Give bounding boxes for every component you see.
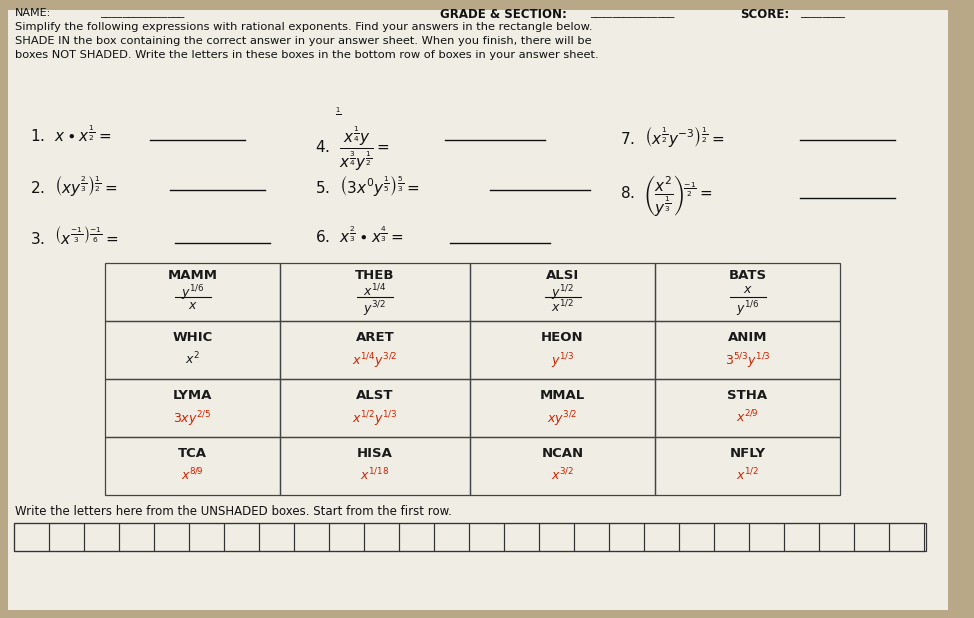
Text: THEB: THEB [356,269,394,282]
Text: MMAL: MMAL [540,389,585,402]
Bar [84,523,119,551]
Text: $x^{1/18}$: $x^{1/18}$ [360,467,390,484]
Bar [14,523,49,551]
Bar [655,379,840,437]
Text: _______________: _______________ [100,8,184,18]
Text: $x$: $x$ [188,299,198,312]
Text: $\frac{1}{\ }$: $\frac{1}{\ }$ [335,108,341,118]
Text: 5.  $\left(3x^0 y^{\frac{1}{5}}\right)^{\frac{5}{3}} = $: 5. $\left(3x^0 y^{\frac{1}{5}}\right)^{\… [315,173,420,198]
Bar [105,437,280,495]
Text: GRADE & SECTION:: GRADE & SECTION: [440,8,567,21]
Bar [609,523,644,551]
Text: 1.  $x \bullet x^{\frac{1}{2}} = $: 1. $x \bullet x^{\frac{1}{2}} = $ [30,124,111,145]
Bar [49,523,84,551]
Text: ARET: ARET [356,331,394,344]
Text: $x^{1/4}$: $x^{1/4}$ [363,283,387,300]
Bar [574,523,609,551]
Bar [470,437,655,495]
Bar [280,437,470,495]
Text: TCA: TCA [178,447,207,460]
Text: Write the letters here from the UNSHADED boxes. Start from the first row.: Write the letters here from the UNSHADED… [15,505,452,518]
Text: $y^{1/3}$: $y^{1/3}$ [550,351,575,371]
Bar [399,523,434,551]
Bar [655,321,840,379]
Text: 2.  $\left(xy^{\frac{2}{3}}\right)^{\frac{1}{2}} = $: 2. $\left(xy^{\frac{2}{3}}\right)^{\frac… [30,173,117,198]
Bar [655,437,840,495]
Text: NAME:: NAME: [15,8,52,18]
Text: ANIM: ANIM [728,331,768,344]
Bar [784,523,819,551]
Bar [469,523,504,551]
Bar [819,523,854,551]
Bar [644,523,679,551]
Text: 3.  $\left(x^{\frac{-1}{3}}\right)^{\frac{-1}{6}} = $: 3. $\left(x^{\frac{-1}{3}}\right)^{\frac… [30,225,119,247]
Text: NFLY: NFLY [730,447,766,460]
Text: $xy^{3/2}$: $xy^{3/2}$ [547,409,578,429]
Text: $y^{1/6}$: $y^{1/6}$ [180,283,205,303]
Text: SCORE:: SCORE: [740,8,789,21]
Text: $y^{1/2}$: $y^{1/2}$ [551,283,574,303]
Bar [294,523,329,551]
Text: 7.  $\left(x^{\frac{1}{2}}y^{-3}\right)^{\frac{1}{2}} = $: 7. $\left(x^{\frac{1}{2}}y^{-3}\right)^{… [620,124,725,149]
Text: LYMA: LYMA [172,389,212,402]
Bar [280,321,470,379]
Text: HEON: HEON [542,331,583,344]
Bar [679,523,714,551]
Bar [14,523,926,551]
Text: HISA: HISA [357,447,393,460]
Text: 6.  $x^{\frac{2}{3}} \bullet x^{\frac{4}{3}} = $: 6. $x^{\frac{2}{3}} \bullet x^{\frac{4}{… [315,225,403,246]
Text: BATS: BATS [729,269,767,282]
Text: _______________: _______________ [590,8,674,18]
Text: $x^2$: $x^2$ [185,351,200,368]
Bar [470,379,655,437]
Bar [280,379,470,437]
Bar [189,523,224,551]
Bar [224,523,259,551]
Bar [119,523,154,551]
Text: $x^{3/2}$: $x^{3/2}$ [551,467,574,484]
Text: $x$: $x$ [742,283,752,296]
Text: Simplify the following expressions with rational exponents. Find your answers in: Simplify the following expressions with … [15,22,599,60]
Text: $y^{1/6}$: $y^{1/6}$ [735,299,760,319]
Bar [470,263,655,321]
Bar [105,379,280,437]
Text: $x^{1/2}y^{1/3}$: $x^{1/2}y^{1/3}$ [353,409,397,429]
Bar [470,321,655,379]
Text: $x^{1/2}$: $x^{1/2}$ [736,467,759,484]
Text: 4.  $\dfrac{x^{\frac{1}{4}}y}{x^{\frac{3}{4}}y^{\frac{1}{2}}} = $: 4. $\dfrac{x^{\frac{1}{4}}y}{x^{\frac{3}… [315,124,390,172]
Bar [329,523,364,551]
Text: WHIC: WHIC [172,331,212,344]
Bar [854,523,889,551]
Bar [154,523,189,551]
Text: $3xy^{2/5}$: $3xy^{2/5}$ [173,409,211,429]
Bar [259,523,294,551]
Bar [889,523,924,551]
Text: STHA: STHA [728,389,768,402]
Text: 8.  $\left(\dfrac{x^2}{y^{\frac{1}{3}}}\right)^{\frac{-1}{2}} = $: 8. $\left(\dfrac{x^2}{y^{\frac{1}{3}}}\r… [620,173,713,218]
Text: $x^{8/9}$: $x^{8/9}$ [181,467,204,484]
Text: $3^{5/3}y^{1/3}$: $3^{5/3}y^{1/3}$ [725,351,770,371]
Bar [105,321,280,379]
Text: $x^{2/9}$: $x^{2/9}$ [736,409,759,426]
Text: $y^{3/2}$: $y^{3/2}$ [363,299,387,319]
Bar [504,523,539,551]
Bar [434,523,469,551]
Bar [714,523,749,551]
Text: NCAN: NCAN [542,447,583,460]
Text: MAMM: MAMM [168,269,217,282]
Bar [539,523,574,551]
Bar [749,523,784,551]
Bar [280,263,470,321]
Bar [364,523,399,551]
Text: $x^{1/2}$: $x^{1/2}$ [551,299,574,316]
Text: ALSI: ALSI [545,269,580,282]
Bar [105,263,280,321]
Text: $x^{1/4}y^{3/2}$: $x^{1/4}y^{3/2}$ [353,351,397,371]
Bar [655,263,840,321]
Text: ________: ________ [800,8,845,18]
Text: ALST: ALST [356,389,393,402]
